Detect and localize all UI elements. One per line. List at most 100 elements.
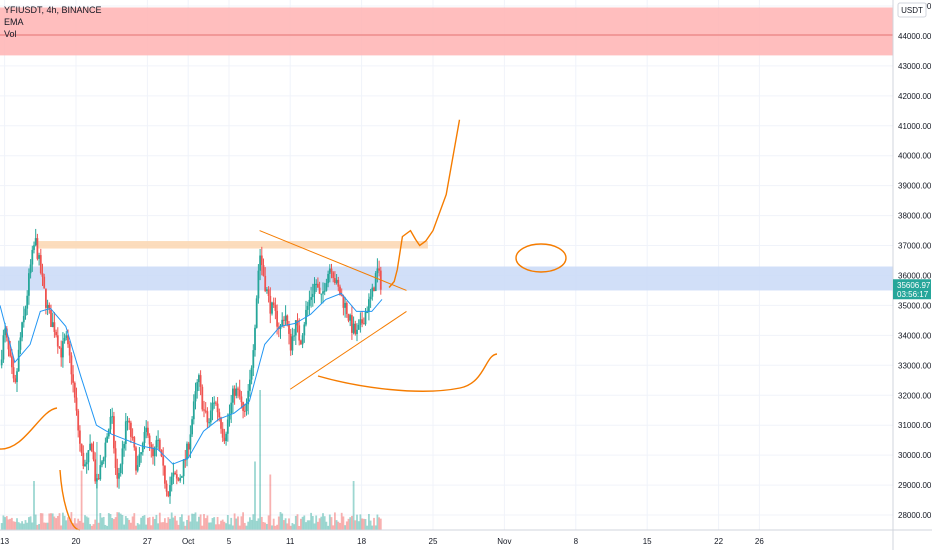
candle-body <box>238 389 241 397</box>
y-tick-label: 38000.00 <box>898 212 932 221</box>
blue-zone <box>0 266 893 291</box>
vol-label[interactable]: Vol <box>4 29 17 39</box>
volume-bar <box>250 519 253 530</box>
volume-bar <box>209 522 212 530</box>
candle-body <box>138 454 141 466</box>
volume-bar <box>128 519 131 530</box>
candle-body <box>228 413 231 420</box>
volume-bar <box>34 514 37 530</box>
candle-body <box>317 283 319 288</box>
volume-bar <box>240 516 243 530</box>
volume-bar <box>82 522 85 530</box>
candle-body <box>337 279 340 287</box>
volume-bar <box>247 521 250 530</box>
candle-body <box>0 359 3 366</box>
candle-body <box>22 315 25 323</box>
candle-body <box>362 323 365 325</box>
volume-bar <box>9 518 12 530</box>
x-tick-label: 11 <box>286 537 295 546</box>
volume-bar <box>63 515 66 530</box>
volume-bar <box>2 515 5 530</box>
candle-body <box>191 419 193 435</box>
volume-bar <box>109 514 112 530</box>
candle-body <box>92 451 95 460</box>
volume-bar <box>330 517 333 530</box>
candle-body <box>39 255 42 274</box>
volume-bar <box>228 524 231 530</box>
volume-bar <box>138 524 141 530</box>
volume-bar <box>33 481 35 530</box>
volume-bar <box>31 522 34 530</box>
y-tick-label: 42000.00 <box>898 92 932 101</box>
volume-bar <box>175 520 178 530</box>
candle-body <box>162 456 165 466</box>
candle-body <box>206 411 209 423</box>
volume-bar <box>283 520 285 530</box>
candle-body <box>289 333 292 351</box>
volume-bar <box>12 521 15 530</box>
ema-path <box>0 292 383 465</box>
volume-bar <box>60 525 63 530</box>
volume-bar <box>85 516 88 530</box>
candle-body <box>267 289 270 296</box>
volume-bar <box>223 521 226 530</box>
ema-line <box>0 292 383 465</box>
volume-bar <box>303 515 306 530</box>
volume-bar <box>16 518 18 530</box>
candle-body <box>24 308 27 316</box>
volume-bar <box>354 520 357 530</box>
symbol-label[interactable]: YFIUSDT, 4h, BINANCE <box>4 5 102 15</box>
volume-bar <box>21 521 23 530</box>
volume-bar <box>192 513 195 530</box>
volume-bar <box>310 512 312 530</box>
volume-bar <box>90 525 93 530</box>
volume-bar <box>342 516 345 530</box>
volume-bar <box>58 513 61 530</box>
volume-bar <box>352 481 355 530</box>
candle-body <box>281 319 284 326</box>
volume-bar <box>318 518 321 530</box>
candle-body <box>352 323 355 333</box>
y-tick-label: 35000.00 <box>898 301 932 310</box>
volume-bar <box>187 515 190 530</box>
volume-bar <box>323 516 326 530</box>
x-tick-label: 5 <box>227 537 232 546</box>
candle-body <box>342 295 345 308</box>
candle-body <box>230 402 233 414</box>
ema-label[interactable]: EMA <box>4 17 24 27</box>
volume-bar <box>99 513 102 530</box>
volume-bar <box>143 515 146 530</box>
candle-body <box>208 422 210 424</box>
volume-bar <box>305 522 307 530</box>
candle-body <box>283 319 285 321</box>
volume-bar <box>279 512 282 530</box>
candle-body <box>189 434 192 450</box>
candle-body <box>300 340 302 345</box>
volume-bar <box>201 525 204 530</box>
candle-body <box>361 319 363 324</box>
volume-bar <box>155 514 158 530</box>
candle-body <box>45 288 47 308</box>
candle-body <box>148 435 151 445</box>
candle-body <box>259 255 261 271</box>
candle-body <box>218 412 221 418</box>
volume-bar <box>361 518 363 530</box>
volume-bar <box>274 525 277 530</box>
volume-bar <box>327 525 329 530</box>
brush-bottom <box>317 353 498 392</box>
y-tick-label: 37000.00 <box>898 242 932 251</box>
volume-bar <box>11 517 13 530</box>
volume-bar <box>344 525 346 530</box>
volume-bar <box>364 519 367 530</box>
candle-body <box>192 401 195 420</box>
candle-body <box>157 439 159 441</box>
volume-bar <box>254 461 256 530</box>
volume-bar <box>379 518 382 530</box>
candle-body <box>158 439 161 450</box>
volume-bar <box>65 520 68 530</box>
y-tick-label: 40000.00 <box>898 152 932 161</box>
candle-body <box>288 324 290 334</box>
last-price-label: 35606.97 <box>897 281 931 290</box>
volume-bar <box>53 516 56 530</box>
